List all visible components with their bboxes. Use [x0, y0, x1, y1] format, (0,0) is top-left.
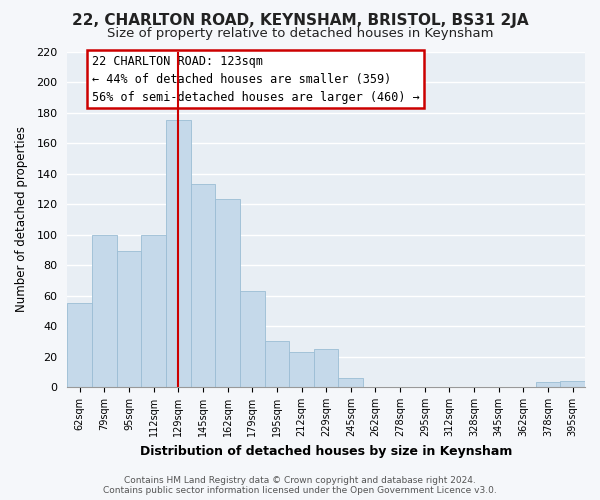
Bar [240, 291, 265, 387]
Bar [215, 200, 240, 387]
Bar [314, 349, 338, 387]
Bar [536, 382, 560, 387]
Bar [289, 352, 314, 387]
Bar [141, 234, 166, 387]
Text: Contains HM Land Registry data © Crown copyright and database right 2024.: Contains HM Land Registry data © Crown c… [124, 476, 476, 485]
Bar [92, 234, 116, 387]
Y-axis label: Number of detached properties: Number of detached properties [15, 126, 28, 312]
Bar [116, 252, 141, 387]
X-axis label: Distribution of detached houses by size in Keynsham: Distribution of detached houses by size … [140, 444, 512, 458]
Text: Size of property relative to detached houses in Keynsham: Size of property relative to detached ho… [107, 28, 493, 40]
Text: Contains public sector information licensed under the Open Government Licence v3: Contains public sector information licen… [103, 486, 497, 495]
Text: 22 CHARLTON ROAD: 123sqm
← 44% of detached houses are smaller (359)
56% of semi-: 22 CHARLTON ROAD: 123sqm ← 44% of detach… [92, 54, 420, 104]
Bar [191, 184, 215, 387]
Bar [338, 378, 363, 387]
Bar [560, 381, 585, 387]
Bar [67, 303, 92, 387]
Bar [166, 120, 191, 387]
Bar [265, 342, 289, 387]
Text: 22, CHARLTON ROAD, KEYNSHAM, BRISTOL, BS31 2JA: 22, CHARLTON ROAD, KEYNSHAM, BRISTOL, BS… [71, 12, 529, 28]
